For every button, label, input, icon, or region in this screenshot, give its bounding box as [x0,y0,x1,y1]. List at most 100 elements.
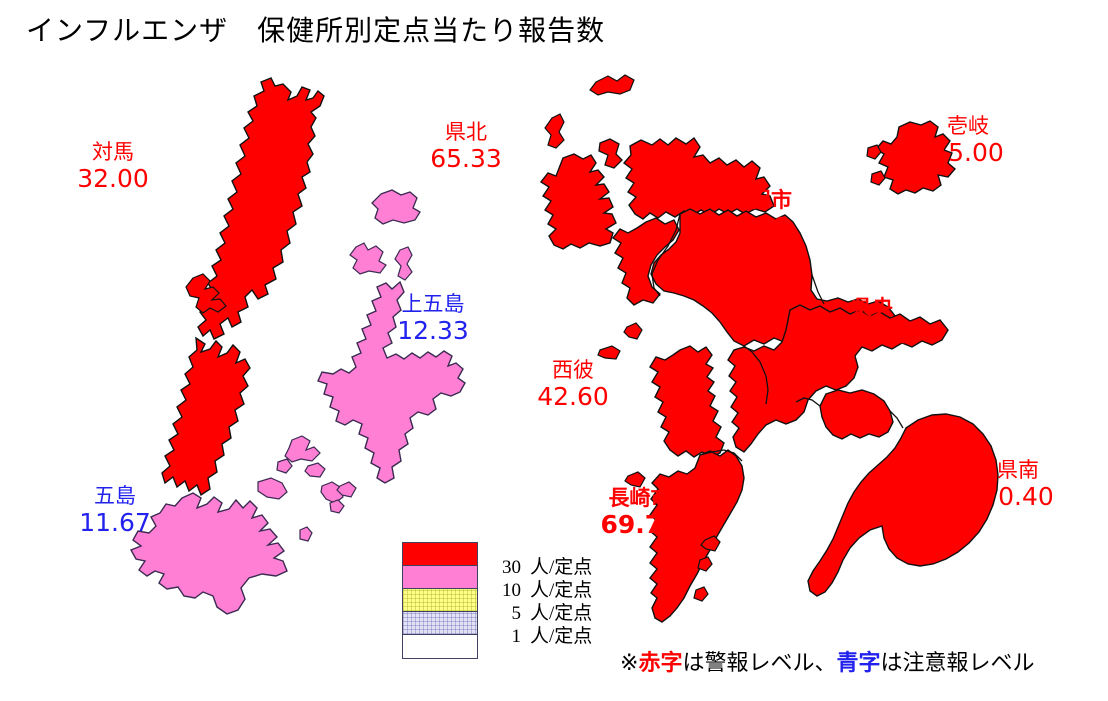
footnote-suffix-text: は注意報レベル [880,651,1035,676]
goto-islet-ne [320,481,344,504]
region-label-kenou[interactable]: 県央 61.88 [812,296,932,349]
legend-threshold-labels: 30 人/定点 10 人/定点 5 人/定点 1 人/定点 [495,556,592,648]
saihi-islet-a [623,322,643,340]
region-name-kenhoku: 県北 [445,120,487,144]
region-value-iki: 75.00 [932,138,1004,168]
kamigoto-islet-far-sw [276,458,293,474]
district-boundary-lines [651,213,904,462]
footnote-mid-text: は警報レベル、 [682,651,837,676]
footnote-prefix: ※ [620,651,639,676]
region-value-nagasaki: 69.73 [600,510,680,540]
kennan-shimabara-peninsula [807,413,999,597]
legend-threshold-unit: 人/定点 [530,557,593,578]
region-label-nagasaki[interactable]: 長崎市 69.73 [570,486,710,539]
region-label-goto[interactable]: 五島 11.67 [60,484,170,537]
region-name-kennan: 県南 [997,458,1039,482]
kennan-isthmus [819,389,894,440]
hirado-island [539,153,617,250]
region-name-nagasaki: 長崎市 [608,486,672,510]
kenhoku-islet-top [589,74,635,96]
region-label-iki[interactable]: 壱岐 75.00 [918,114,1018,167]
footnote-red-word: 赤字 [638,651,683,676]
page-title: インフルエンザ 保健所別定点当たり報告数 [26,14,606,47]
region-shape-kenhoku[interactable] [539,74,635,250]
goto-islet-far-ne [329,499,345,514]
legend-threshold-row: 30 人/定点 [495,556,592,579]
tsushima-south-landmass [161,336,251,497]
legend-threshold-row: 5 人/定点 [495,602,593,625]
saihi-nishisonogi-peninsula [649,345,725,458]
region-name-kamigoto: 上五島 [401,292,465,316]
legend-band-5to10 [403,589,477,612]
region-value-kenou: 61.88 [832,320,912,350]
saihi-islet-b [597,345,621,360]
legend-threshold-number: 10 [502,580,521,601]
kamigoto-islet-west [284,435,321,463]
region-name-kenou: 県央 [851,296,893,320]
region-name-sasebo: 佐世保市 [708,188,792,212]
nagasaki-city-islet-a [700,535,721,552]
region-name-iki: 壱岐 [947,114,989,138]
region-value-kamigoto: 12.33 [397,316,469,346]
region-shape-iki[interactable] [866,120,956,195]
tsushima-isthmus-detail [185,273,227,314]
legend-threshold-number: 1 [511,626,522,647]
nagasaki-city-islet-b [697,556,713,572]
legend-threshold-row: 1 人/定点 [495,625,593,648]
iki-islet-west [866,144,882,160]
legend-band-10to30 [403,566,477,589]
region-value-kenhoku: 65.33 [430,144,502,174]
kenhoku-mainland [622,136,775,220]
legend-threshold-unit: 人/定点 [530,603,593,624]
kamigoto-nakadori-island [317,280,466,484]
region-value-tsushima: 32.00 [77,164,149,194]
kamigoto-ojika-island [371,189,421,225]
region-label-kenhoku[interactable]: 県北 65.33 [416,120,516,173]
sasebo-saikai-peninsula [611,217,680,306]
iki-island-landmass [874,120,956,195]
region-shape-kennan[interactable] [807,389,999,597]
legend-color-scale [402,542,478,659]
legend-band-30plus [403,543,477,566]
region-label-saihi[interactable]: 西彼 42.60 [518,358,628,411]
region-name-goto: 五島 [94,484,136,508]
legend-threshold-unit: 人/定点 [530,580,593,601]
footnote-blue-word: 青字 [836,651,881,676]
kamigoto-islet-upper [349,242,387,275]
region-shape-saihi[interactable] [597,322,725,488]
kenhoku-islet-west-small [544,113,565,149]
region-shape-nagasaki-city[interactable] [649,449,745,623]
region-value-kennan: 70.40 [982,482,1054,512]
kamigoto-islet-sw [304,462,326,478]
region-shape-tsushima[interactable] [161,77,325,497]
region-value-saihi: 42.60 [537,382,609,412]
region-label-kennan[interactable]: 県南 70.40 [963,458,1073,511]
region-label-tsushima[interactable]: 対馬 32.00 [63,140,163,193]
saihi-islet-south [624,471,646,488]
legend-threshold-number: 5 [511,603,522,624]
nagasaki-city-islet-c [693,586,709,602]
nagasaki-city-landmass [649,449,745,623]
kenhoku-tabira-islet [598,138,623,169]
region-value-goto: 11.67 [79,508,151,538]
kamigoto-islet-south [336,481,357,498]
tsushima-north-landmass [197,77,325,340]
legend-footnote: ※赤字は警報レベル、青字は注意報レベル [620,645,1035,677]
region-shape-kamigoto[interactable] [276,189,466,498]
region-label-sasebo[interactable]: 佐世保市 67.86 [675,188,825,241]
region-shape-goto[interactable] [130,477,345,615]
goto-fukue-island [130,492,288,615]
goto-small-island-east [299,526,313,542]
kenou-landmass [727,304,949,453]
region-shape-kenou[interactable] [727,304,949,453]
region-label-kamigoto[interactable]: 上五島 12.33 [373,292,493,345]
region-name-tsushima: 対馬 [92,140,134,164]
legend-threshold-row: 10 人/定点 [495,579,592,602]
region-name-saihi: 西彼 [552,358,594,382]
legend-band-under1 [403,635,477,658]
kamigoto-islet-right [394,246,413,281]
iki-islet-southwest [870,170,886,186]
legend-threshold-number: 30 [502,557,521,578]
goto-small-island-north [257,477,288,500]
